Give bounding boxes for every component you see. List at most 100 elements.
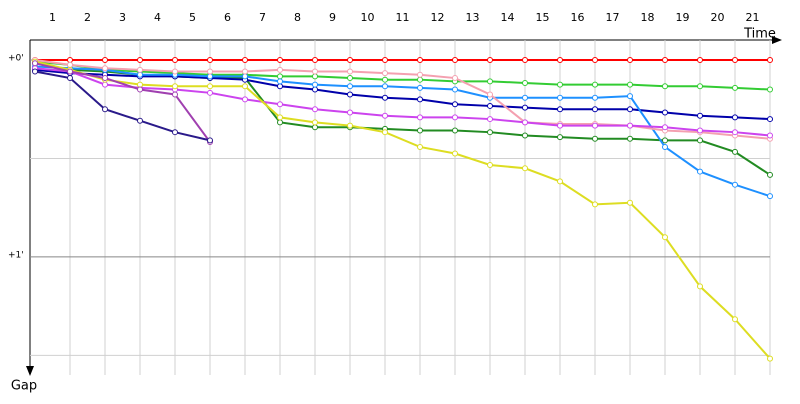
lap-point: [417, 127, 423, 134]
lap-point: [137, 66, 143, 73]
lap-point: [697, 283, 703, 290]
lap-point: [662, 57, 668, 63]
lap-point: [452, 75, 458, 82]
lap-point: [697, 137, 703, 144]
lap-point: [277, 73, 283, 80]
lap-point: [102, 106, 108, 113]
lap-point: [452, 150, 458, 157]
lap-point: [347, 122, 353, 129]
x-tick-label: 21: [746, 11, 760, 24]
lap-point: [312, 68, 318, 75]
lap-point: [277, 83, 283, 90]
lap-point: [662, 234, 668, 241]
lap-point: [347, 57, 353, 63]
lap-point: [347, 109, 353, 116]
lap-point: [312, 81, 318, 88]
lap-point: [767, 86, 773, 93]
lap-point: [697, 57, 703, 63]
lap-point: [172, 129, 178, 136]
lap-point: [522, 119, 528, 126]
lap-point: [277, 66, 283, 73]
lap-point: [102, 57, 108, 63]
lap-point: [557, 178, 563, 185]
y-axis-arrow: [26, 366, 34, 376]
lap-point: [207, 83, 213, 90]
lap-point: [417, 76, 423, 83]
x-tick-label: 4: [154, 11, 161, 24]
lap-point: [732, 316, 738, 323]
lap-point: [347, 83, 353, 90]
series-line: [34, 60, 771, 360]
lap-point: [67, 57, 73, 63]
lap-point: [172, 91, 178, 98]
x-tick-label: 8: [294, 11, 301, 24]
lap-point: [382, 57, 388, 63]
lap-point: [67, 68, 73, 75]
lap-point: [592, 201, 598, 208]
x-tick-label: 15: [536, 11, 550, 24]
lap-point: [207, 137, 213, 144]
lap-point: [522, 79, 528, 86]
lap-point: [207, 68, 213, 75]
lap-point: [697, 127, 703, 134]
lap-point: [557, 106, 563, 113]
lap-point: [732, 148, 738, 155]
lap-point: [417, 96, 423, 103]
lap-point: [662, 109, 668, 116]
lap-point: [627, 135, 633, 142]
lap-point: [417, 143, 423, 150]
y-tick-label: +0': [8, 54, 24, 64]
lap-point: [382, 70, 388, 77]
lap-point: [207, 57, 213, 63]
lap-point: [277, 57, 283, 63]
lap-point: [767, 57, 773, 63]
lap-point: [487, 116, 493, 123]
lap-point: [137, 71, 143, 78]
x-tick-label: 6: [224, 11, 231, 24]
lap-point: [732, 84, 738, 91]
y-axis-label: Gap: [11, 379, 37, 394]
lap-point: [347, 91, 353, 98]
series-line: [34, 68, 771, 121]
lap-point: [522, 104, 528, 111]
lap-point: [102, 75, 108, 82]
lap-point: [102, 65, 108, 72]
x-tick-label: 19: [676, 11, 690, 24]
lap-point: [277, 78, 283, 85]
lap-point: [452, 57, 458, 63]
x-tick-label: 9: [329, 11, 336, 24]
lap-point: [102, 81, 108, 88]
lap-point: [347, 68, 353, 75]
lap-point: [627, 93, 633, 100]
lap-point: [592, 94, 598, 101]
lap-point: [487, 129, 493, 136]
lap-point: [277, 101, 283, 108]
lap-point: [277, 119, 283, 126]
lap-point: [242, 68, 248, 75]
lap-point: [452, 101, 458, 108]
x-tick-label: 13: [466, 11, 480, 24]
lap-point: [522, 57, 528, 63]
lap-point: [172, 83, 178, 90]
lap-point: [312, 57, 318, 63]
lap-point: [137, 57, 143, 63]
x-tick-label: 17: [606, 11, 620, 24]
lap-point: [382, 83, 388, 90]
x-tick-label: 16: [571, 11, 585, 24]
lap-point: [242, 96, 248, 103]
lap-point: [662, 143, 668, 150]
lap-point: [172, 68, 178, 75]
lap-point: [732, 57, 738, 63]
lap-point: [522, 132, 528, 139]
lap-point: [592, 57, 598, 63]
x-tick-label: 2: [84, 11, 91, 24]
x-tick-label: 5: [189, 11, 196, 24]
x-axis-arrow: [772, 36, 782, 44]
lap-point: [312, 119, 318, 126]
lap-point: [592, 106, 598, 113]
lap-point: [627, 81, 633, 88]
lap-point: [627, 122, 633, 129]
lap-point: [662, 137, 668, 144]
series-line: [34, 65, 771, 198]
